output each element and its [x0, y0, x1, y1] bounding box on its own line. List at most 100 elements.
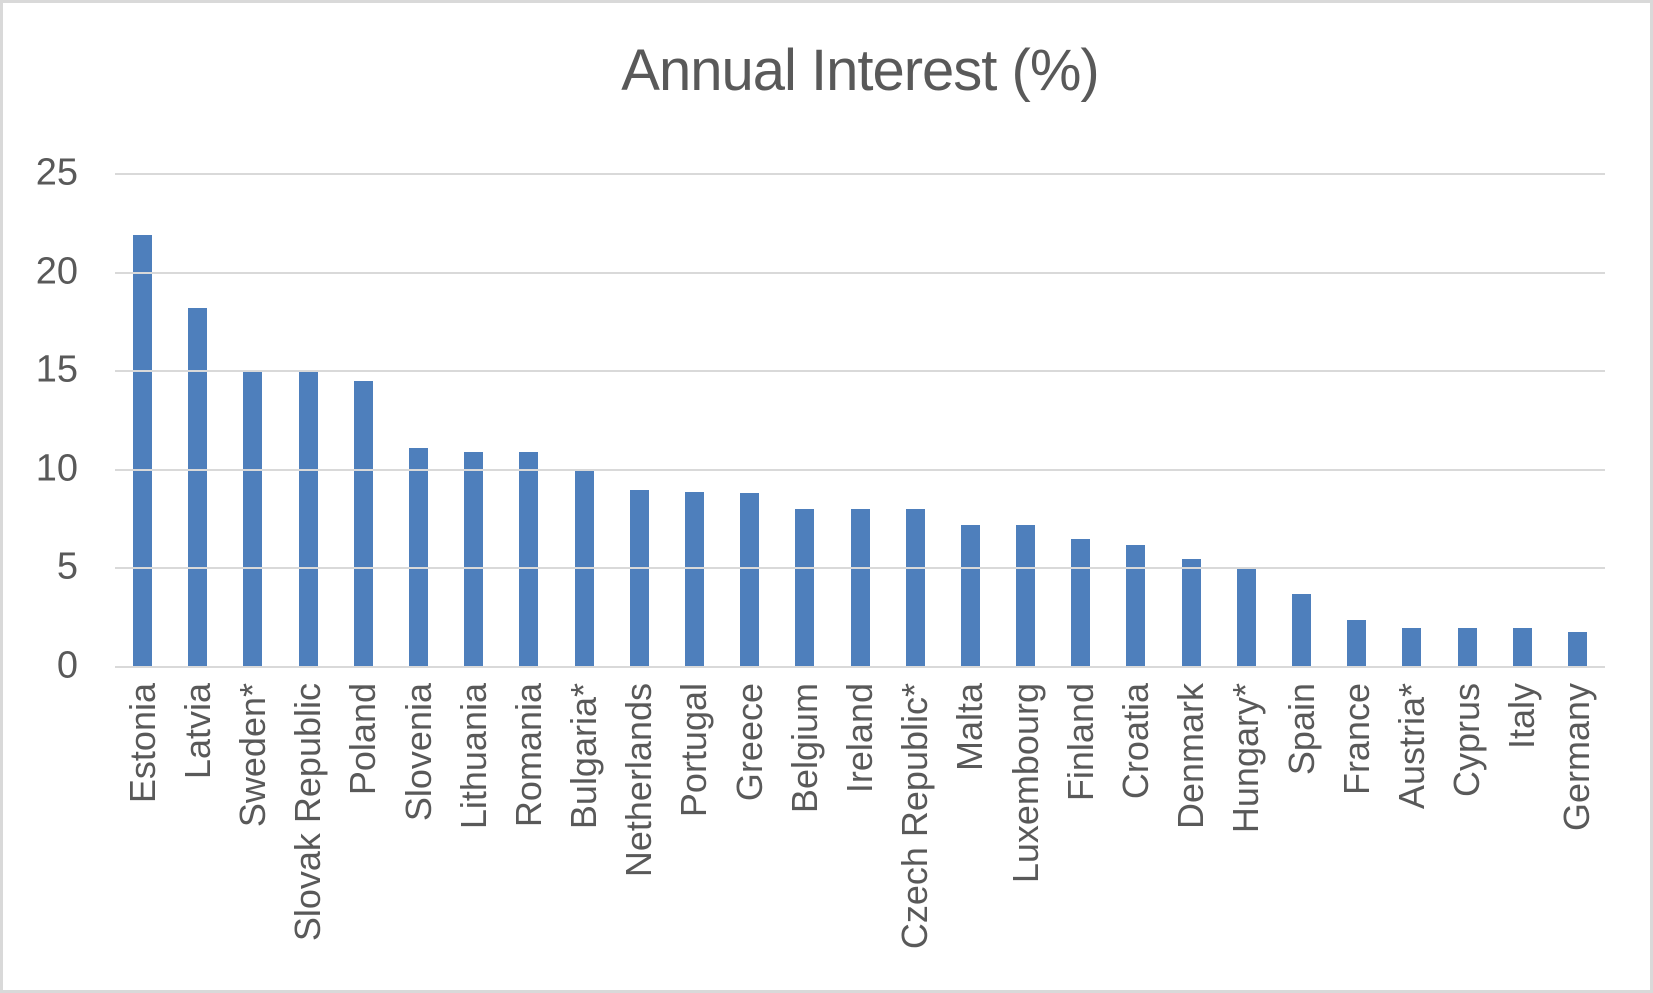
- x-axis-label-cell: Czech Republic*: [888, 683, 943, 983]
- bar: [684, 491, 704, 667]
- x-axis-label-cell: Latvia: [170, 683, 225, 983]
- bar: [1567, 631, 1587, 667]
- bar-slot: [170, 174, 225, 667]
- x-axis-label: Spain: [1280, 683, 1322, 776]
- x-axis-label: Luxembourg: [1004, 683, 1046, 884]
- gridline: [115, 567, 1605, 570]
- x-axis-label: Italy: [1501, 683, 1543, 750]
- x-axis-label-cell: Portugal: [667, 683, 722, 983]
- x-axis-label-cell: Denmark: [1164, 683, 1219, 983]
- bar-slot: [1053, 174, 1108, 667]
- plot-area: [115, 173, 1605, 668]
- bar: [519, 452, 539, 667]
- x-axis-label-cell: Estonia: [115, 683, 170, 983]
- y-axis-tick-label: 10: [35, 447, 78, 490]
- bar-slot: [1550, 174, 1605, 667]
- bar-slot: [667, 174, 722, 667]
- x-axis-label: Slovenia: [397, 683, 439, 822]
- x-axis-label-cell: Malta: [943, 683, 998, 983]
- bar: [298, 371, 318, 667]
- x-axis-label: Slovak Republic: [287, 683, 329, 942]
- x-axis-label-cell: Slovenia: [391, 683, 446, 983]
- x-axis-label: Cyprus: [1446, 683, 1488, 798]
- y-axis-tick-label: 0: [56, 644, 78, 687]
- x-axis-label-cell: Spain: [1274, 683, 1329, 983]
- bar-slot: [391, 174, 446, 667]
- x-axis-label-cell: Ireland: [832, 683, 887, 983]
- x-axis-label-cell: Lithuania: [446, 683, 501, 983]
- x-axis-label: Malta: [949, 683, 991, 772]
- x-axis-label-cell: Slovak Republic: [281, 683, 336, 983]
- x-axis-label-cell: France: [1329, 683, 1384, 983]
- bar: [133, 235, 153, 667]
- bar-slot: [1384, 174, 1439, 667]
- x-axis-label: Latvia: [176, 683, 218, 780]
- x-axis-labels: Estonia Latvia Sweden* Slovak Republic Polan…: [115, 683, 1605, 983]
- bar: [1512, 627, 1532, 667]
- bar-slot: [888, 174, 943, 667]
- x-axis-label: Czech Republic*: [894, 683, 936, 950]
- bar-slot: [225, 174, 280, 667]
- x-axis-label-cell: Finland: [1053, 683, 1108, 983]
- x-axis-label: Ireland: [839, 683, 881, 794]
- gridline: [115, 271, 1605, 274]
- bar-slot: [943, 174, 998, 667]
- bar-slot: [336, 174, 391, 667]
- x-axis-label: Finland: [1059, 683, 1101, 802]
- x-axis-label: Belgium: [783, 683, 825, 814]
- bar: [1457, 627, 1477, 667]
- gridline: [115, 666, 1605, 668]
- x-axis-label: Croatia: [1114, 683, 1156, 800]
- bar: [409, 448, 429, 667]
- x-axis-label: Germany: [1556, 683, 1598, 832]
- x-axis-label: Portugal: [673, 683, 715, 818]
- bar: [353, 381, 373, 667]
- x-axis-label-cell: Austria*: [1384, 683, 1439, 983]
- x-axis-label-cell: Croatia: [1108, 683, 1163, 983]
- bar: [1016, 525, 1036, 667]
- bar-slot: [115, 174, 170, 667]
- bar: [850, 509, 870, 667]
- bar-slot: [1108, 174, 1163, 667]
- x-axis-label-cell: Poland: [336, 683, 391, 983]
- bar-slot: [998, 174, 1053, 667]
- x-axis-label: Greece: [728, 683, 770, 802]
- x-axis-label: Poland: [342, 683, 384, 796]
- bar: [243, 371, 263, 667]
- bar-slot: [1495, 174, 1550, 667]
- x-axis-label-cell: Greece: [722, 683, 777, 983]
- bar: [1071, 538, 1091, 667]
- x-axis-label-cell: Germany: [1550, 683, 1605, 983]
- bar: [629, 489, 649, 667]
- bars-container: [115, 174, 1605, 667]
- bar-slot: [501, 174, 556, 667]
- bar: [960, 525, 980, 667]
- bar: [740, 493, 760, 667]
- bar-slot: [557, 174, 612, 667]
- x-axis-label: Romania: [507, 683, 549, 828]
- bar-slot: [1274, 174, 1329, 667]
- bar-slot: [722, 174, 777, 667]
- y-axis-tick-label: 15: [35, 348, 78, 391]
- bar-slot: [1440, 174, 1495, 667]
- x-axis-label-cell: Netherlands: [612, 683, 667, 983]
- bar-slot: [1219, 174, 1274, 667]
- y-axis-tick-label: 20: [35, 250, 78, 293]
- bar-slot: [777, 174, 832, 667]
- x-axis-label: Sweden*: [231, 683, 273, 828]
- bar: [1236, 568, 1256, 667]
- y-axis-tick-label: 25: [35, 151, 78, 194]
- bar-slot: [1164, 174, 1219, 667]
- x-axis-label-cell: Hungary*: [1219, 683, 1274, 983]
- x-axis-label: Lithuania: [452, 683, 494, 830]
- x-axis-label-cell: Romania: [501, 683, 556, 983]
- x-axis-label: Hungary*: [1225, 683, 1267, 834]
- bar: [1126, 544, 1146, 667]
- bar-slot: [612, 174, 667, 667]
- x-axis-label: Estonia: [121, 683, 163, 804]
- y-axis-tick-label: 5: [56, 546, 78, 589]
- gridline: [115, 370, 1605, 373]
- bar: [1402, 627, 1422, 667]
- x-axis-label: France: [1335, 683, 1377, 796]
